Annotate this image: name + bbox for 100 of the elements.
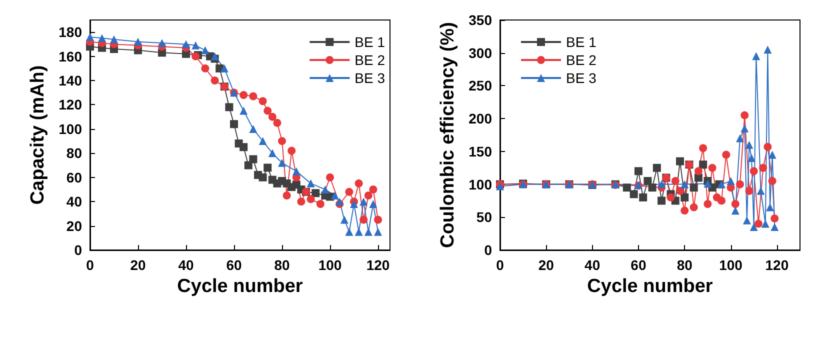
point xyxy=(297,198,306,206)
point xyxy=(374,216,382,224)
point xyxy=(770,223,779,231)
x-tick-label: 40 xyxy=(584,257,600,273)
point xyxy=(192,41,200,50)
x-tick-label: 60 xyxy=(630,257,646,273)
y-tick-label: 50 xyxy=(476,209,492,226)
point xyxy=(312,189,320,198)
point xyxy=(704,200,712,208)
point xyxy=(754,220,762,228)
point xyxy=(658,196,666,205)
point xyxy=(225,103,234,112)
point xyxy=(764,142,772,151)
y-tick-label: 0 xyxy=(74,242,82,258)
y-tick-label: 150 xyxy=(468,143,492,160)
point xyxy=(690,184,698,192)
point xyxy=(264,164,272,172)
y-tick-label: 300 xyxy=(468,44,492,61)
point xyxy=(240,143,248,152)
point xyxy=(374,228,382,236)
point xyxy=(731,206,740,215)
point xyxy=(770,214,779,222)
point xyxy=(278,158,286,167)
point xyxy=(768,150,776,159)
x-tick-label: 120 xyxy=(366,257,390,273)
point xyxy=(658,180,666,188)
point xyxy=(278,137,286,146)
point xyxy=(666,193,675,202)
point xyxy=(768,177,776,185)
y-tick-label: 100 xyxy=(468,176,492,192)
point xyxy=(764,46,772,54)
point xyxy=(369,200,378,208)
y-tick-label: 120 xyxy=(58,96,82,113)
point xyxy=(330,192,339,200)
point xyxy=(201,46,210,54)
point xyxy=(634,167,642,176)
y-tick-label: 140 xyxy=(58,72,82,89)
point xyxy=(345,188,354,196)
point xyxy=(756,186,765,195)
point xyxy=(742,216,751,224)
x-tick-label: 60 xyxy=(226,257,242,273)
point xyxy=(360,198,368,206)
point xyxy=(736,180,744,188)
point xyxy=(680,180,689,188)
point xyxy=(268,149,276,158)
y-tick-label: 200 xyxy=(468,110,492,127)
point xyxy=(282,192,291,200)
point xyxy=(210,76,219,85)
point xyxy=(321,185,330,194)
point xyxy=(761,220,770,228)
point xyxy=(158,39,166,47)
x-tick-label: 20 xyxy=(538,257,554,273)
x-axis-title: Cycle number xyxy=(587,276,714,297)
point xyxy=(680,206,689,215)
point xyxy=(708,164,716,172)
point xyxy=(249,155,258,164)
point xyxy=(360,216,368,224)
x-tick-label: 20 xyxy=(130,257,146,273)
legend-label: BE 1 xyxy=(566,34,597,50)
point xyxy=(110,35,118,44)
legend-label: BE 2 xyxy=(566,52,597,68)
x-tick-label: 80 xyxy=(676,257,693,273)
point xyxy=(750,223,758,231)
point xyxy=(699,160,708,169)
point xyxy=(699,144,708,152)
point xyxy=(704,180,712,188)
point xyxy=(220,64,228,72)
point xyxy=(350,200,358,208)
point xyxy=(268,112,276,121)
point xyxy=(740,111,749,120)
point xyxy=(340,216,348,224)
point xyxy=(192,52,200,60)
point xyxy=(86,32,94,41)
point xyxy=(306,195,315,204)
point xyxy=(306,179,315,188)
y-tick-label: 20 xyxy=(66,218,82,234)
point xyxy=(736,134,744,142)
x-axis-title: Cycle number xyxy=(177,276,304,297)
legend-label: BE 3 xyxy=(354,70,386,86)
point xyxy=(258,173,267,182)
y-tick-label: 40 xyxy=(66,194,82,210)
point xyxy=(201,64,210,72)
y-tick-label: 80 xyxy=(66,145,82,162)
point xyxy=(230,120,238,128)
point xyxy=(676,186,684,195)
y-tick-label: 180 xyxy=(58,24,82,40)
y-tick-label: 160 xyxy=(58,48,82,64)
x-tick-label: 40 xyxy=(178,257,194,273)
point xyxy=(264,106,272,115)
y-tick-label: 350 xyxy=(468,12,492,28)
point xyxy=(745,140,754,149)
y-axis-title: Coulombic efficiency (%) xyxy=(438,22,459,248)
point xyxy=(639,193,648,202)
point xyxy=(240,91,248,100)
point xyxy=(134,38,142,46)
x-tick-label: 0 xyxy=(496,257,504,273)
point xyxy=(680,193,689,202)
point xyxy=(740,124,749,132)
point xyxy=(731,200,740,208)
point xyxy=(694,167,702,176)
